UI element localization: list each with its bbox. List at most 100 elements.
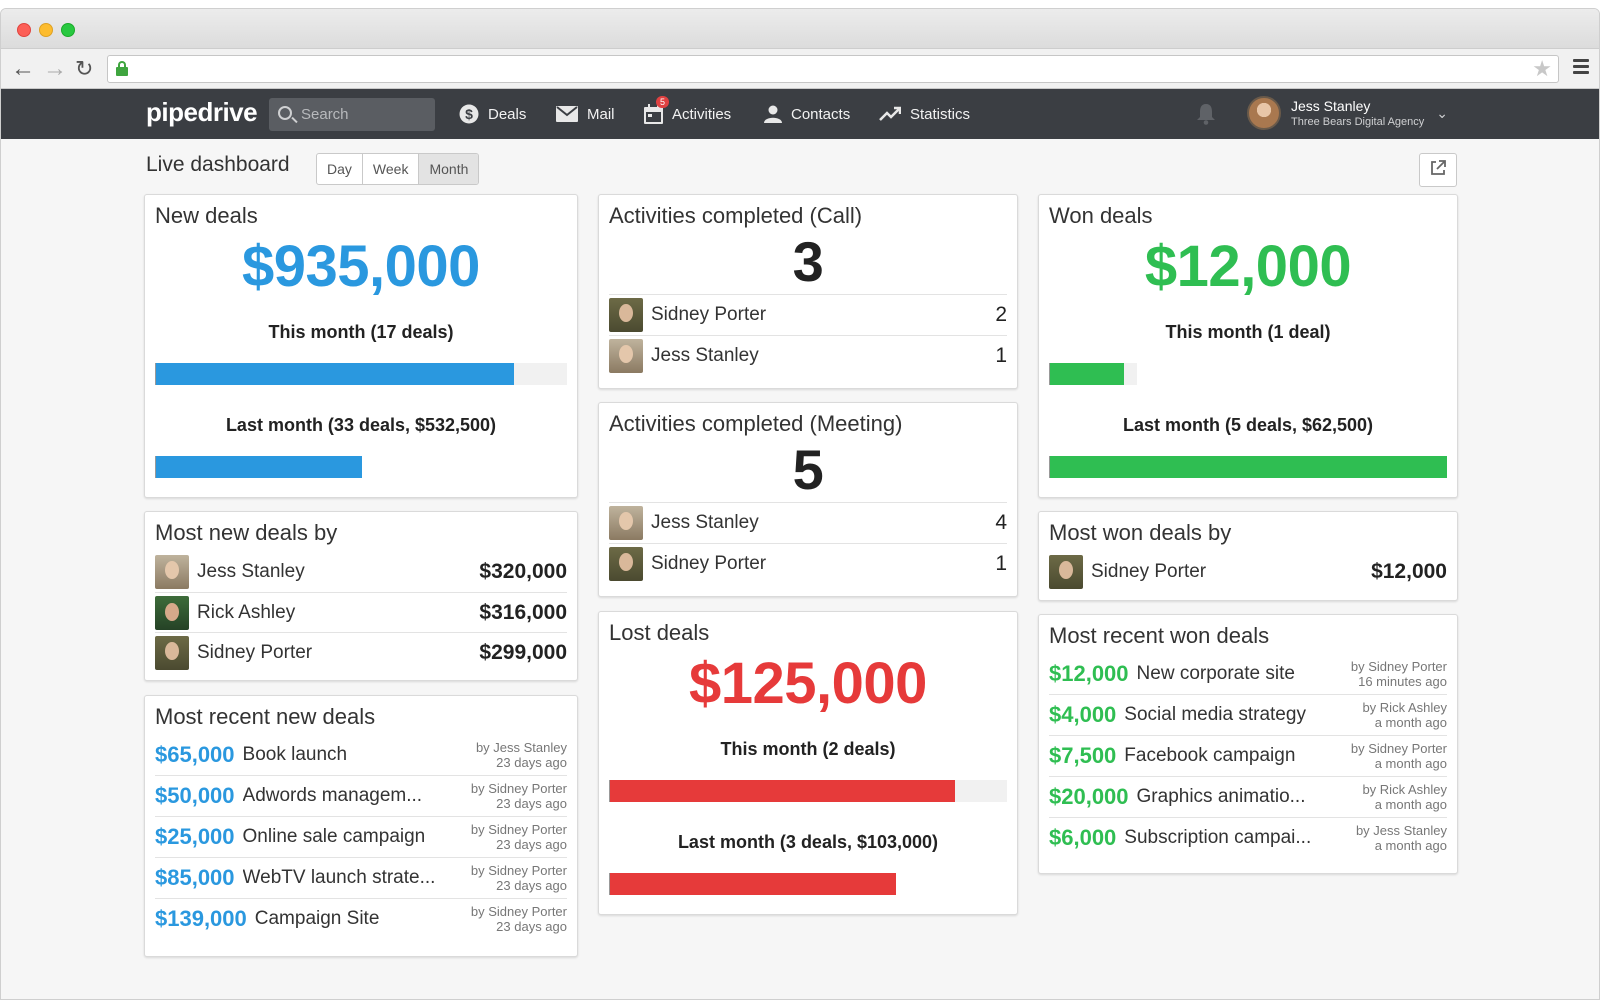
list-item[interactable]: $4,000 Social media strategy by Rick Ashle… <box>1049 694 1447 735</box>
card-title: Most new deals by <box>155 520 338 545</box>
avatar <box>609 338 643 373</box>
deal-owner: by Rick Ashley <box>1362 782 1447 797</box>
list-item[interactable]: $25,000 Online sale campaign by Sidney Por… <box>155 816 567 857</box>
last-month-bar-fill <box>156 456 362 478</box>
list-item[interactable]: Jess Stanley $320,000 <box>155 552 567 592</box>
deal-name-link[interactable]: Adwords managem... <box>242 785 423 806</box>
user-menu[interactable]: Jess Stanley Three Bears Digital Agency … <box>1247 96 1448 130</box>
deal-name-link[interactable]: Campaign Site <box>254 908 380 929</box>
list-item[interactable]: $139,000 Campaign Site by Sidney Porter 23 … <box>155 898 567 939</box>
period-day-button[interactable]: Day <box>317 154 363 184</box>
deal-amount: $6,000 <box>1049 825 1117 850</box>
dashboard-content: Live dashboard Day Week Month New deals … <box>1 139 1599 989</box>
external-link-icon <box>1430 159 1446 181</box>
list-item[interactable]: $7,500 Facebook campaign by Sidney Porter a… <box>1049 735 1447 776</box>
pipedrive-logo[interactable]: pipedrive <box>146 97 258 127</box>
deal-name-link[interactable]: Book launch <box>242 743 348 765</box>
card-title: Won deals <box>1049 203 1153 228</box>
app-navbar: pipedrive $ Deals Mail 5 Activities <box>1 89 1599 139</box>
last-month-bar <box>1049 456 1447 478</box>
avatar <box>155 595 189 630</box>
nav-statistics-label: Statistics <box>910 105 971 123</box>
minimize-window-button[interactable] <box>39 23 53 37</box>
nav-mail-label: Mail <box>587 105 615 123</box>
nav-activities[interactable]: 5 Activities <box>644 89 731 139</box>
activities-meeting-card: Activities completed (Meeting) 5 Jess St… <box>598 402 1018 597</box>
avatar <box>609 506 643 540</box>
deal-name-link[interactable]: Subscription campai... <box>1124 827 1312 848</box>
this-month-label: This month (2 deals) <box>720 739 896 759</box>
list-item[interactable]: Jess Stanley 1 <box>609 335 1007 375</box>
list-item[interactable]: $12,000 New corporate site by Sidney Porte… <box>1049 653 1447 694</box>
list-item[interactable]: $85,000 WebTV launch strate... by Sidney P… <box>155 857 567 898</box>
deal-owner: by Jess Stanley <box>1355 823 1447 838</box>
deal-name-link[interactable]: Social media strategy <box>1124 704 1306 725</box>
list-item[interactable]: Sidney Porter $299,000 <box>155 632 567 672</box>
list-item[interactable]: Sidney Porter $12,000 <box>1049 552 1447 592</box>
back-arrow-icon[interactable]: ← <box>11 55 35 82</box>
card-title: Activities completed (Call) <box>609 203 863 228</box>
deal-owner: by Sidney Porter <box>470 822 567 837</box>
list-item[interactable]: Rick Ashley $316,000 <box>155 592 567 632</box>
deal-name-link[interactable]: Graphics animatio... <box>1136 786 1306 807</box>
address-bar[interactable]: ★ <box>107 55 1559 83</box>
deal-time: 23 days ago <box>496 837 567 852</box>
list-item[interactable]: Jess Stanley 4 <box>609 503 1007 543</box>
nav-contacts-label: Contacts <box>791 105 851 123</box>
avatar <box>155 635 189 670</box>
lost-deals-card: Lost deals $125,000 This month (2 deals)… <box>598 611 1018 915</box>
list-item[interactable]: Sidney Porter 1 <box>609 543 1007 583</box>
trend-chart-icon <box>879 106 901 122</box>
person-icon <box>764 105 782 123</box>
dollar-icon: $ <box>459 104 479 124</box>
nav-mail[interactable]: Mail <box>556 89 615 139</box>
card-title: Most recent won deals <box>1049 623 1270 648</box>
browser-menu-icon[interactable] <box>1573 59 1589 77</box>
deal-name-link[interactable]: New corporate site <box>1136 662 1295 684</box>
mail-icon <box>556 106 578 122</box>
nav-deals-label: Deals <box>488 105 527 123</box>
deal-time: a month ago <box>1374 838 1447 853</box>
deal-name-link[interactable]: Online sale campaign <box>242 826 426 847</box>
deal-list: $12,000 New corporate site by Sidney Porte… <box>1049 653 1447 858</box>
list-item[interactable]: $20,000 Graphics animatio... by Rick Ashle… <box>1049 776 1447 817</box>
maximize-window-button[interactable] <box>61 23 75 37</box>
browser-window: ← → ↻ ★ pipedrive $ Deals Mail <box>0 8 1600 1000</box>
bell-icon[interactable] <box>1197 103 1215 130</box>
reload-icon[interactable]: ↻ <box>75 56 94 81</box>
nav-deals[interactable]: $ Deals <box>459 89 526 139</box>
deal-name-link[interactable]: WebTV launch strate... <box>242 867 436 888</box>
user-name: Jess Stanley <box>1291 98 1371 114</box>
external-link-button[interactable] <box>1419 153 1457 187</box>
activity-list: Jess Stanley 4 Sidney Porter 1 <box>609 502 1007 583</box>
list-item[interactable]: $6,000 Subscription campai... by Jess Stan… <box>1049 817 1447 858</box>
period-week-button[interactable]: Week <box>363 154 420 184</box>
browser-toolbar: ← → ↻ ★ <box>1 49 1599 89</box>
deal-amount: $85,000 <box>155 865 235 890</box>
meetings-total: 5 <box>792 438 824 501</box>
person-name: Sidney Porter <box>651 304 767 325</box>
deal-time: a month ago <box>1374 797 1447 812</box>
deal-amount: $20,000 <box>1049 784 1129 809</box>
avatar <box>609 546 643 581</box>
nav-contacts[interactable]: Contacts <box>764 89 850 139</box>
bookmark-star-icon[interactable]: ★ <box>1532 56 1552 81</box>
search-input[interactable] <box>301 104 427 125</box>
list-item[interactable]: $65,000 Book launch by Jess Stanley 23 days… <box>155 734 567 775</box>
list-item[interactable]: $50,000 Adwords managem... by Sidney Porte… <box>155 775 567 816</box>
list-item[interactable]: Sidney Porter 2 <box>609 295 1007 335</box>
close-window-button[interactable] <box>17 23 31 37</box>
deal-owner: by Sidney Porter <box>1350 741 1447 756</box>
card-title: Most recent new deals <box>155 704 376 729</box>
last-month-bar-fill <box>1050 456 1447 478</box>
deal-amount: $50,000 <box>155 783 235 808</box>
search-box[interactable] <box>269 98 435 131</box>
deal-amount: $139,000 <box>155 906 247 931</box>
forward-arrow-icon[interactable]: → <box>43 55 67 82</box>
nav-statistics[interactable]: Statistics <box>879 89 970 139</box>
deal-name-link[interactable]: Facebook campaign <box>1124 745 1296 766</box>
period-month-button[interactable]: Month <box>419 154 479 184</box>
deal-time: a month ago <box>1374 756 1447 771</box>
deal-value: $320,000 <box>479 560 567 583</box>
lock-icon <box>116 61 128 76</box>
